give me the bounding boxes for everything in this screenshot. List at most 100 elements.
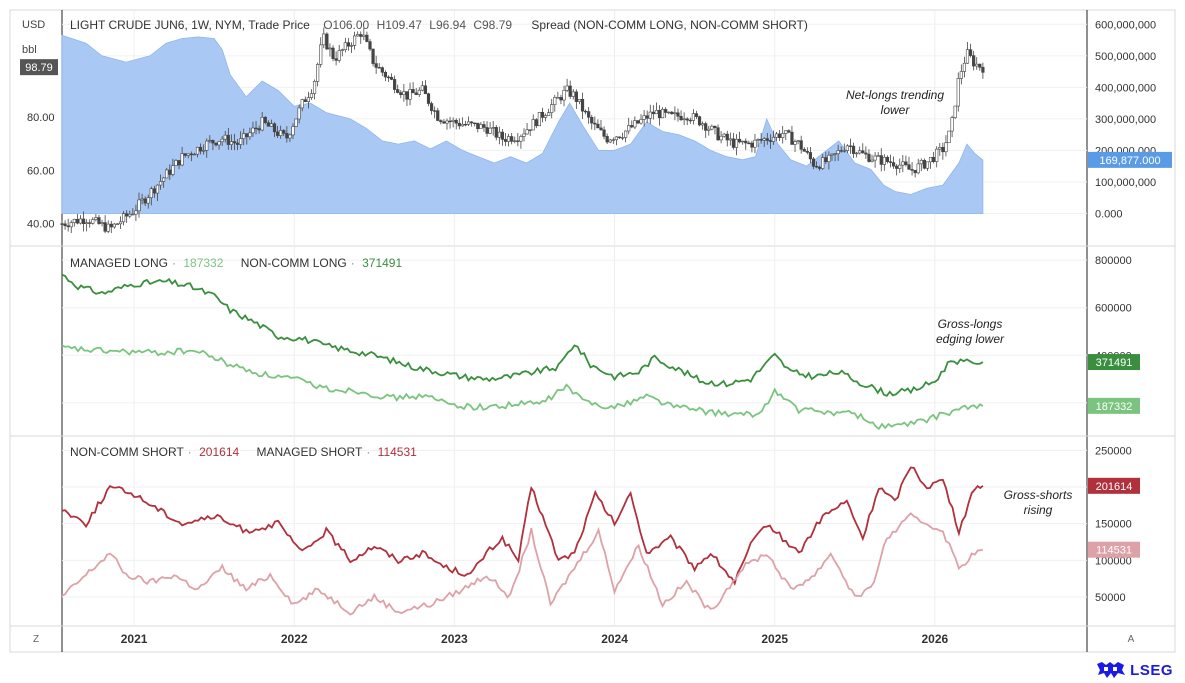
candle-body xyxy=(944,142,948,153)
candle-body xyxy=(393,79,397,90)
candle-body xyxy=(266,122,270,127)
candle-body xyxy=(291,126,295,136)
candle-body xyxy=(540,111,545,118)
pane2-tick-label: 800000 xyxy=(1095,255,1132,267)
candle-body xyxy=(242,133,246,139)
zoom-button[interactable]: Z xyxy=(32,634,40,645)
candle-body xyxy=(935,148,939,162)
candle-body xyxy=(88,222,92,224)
candle-body xyxy=(140,198,144,201)
lseg-logo-text: LSEG xyxy=(1130,661,1173,679)
candle-body xyxy=(448,120,452,123)
candle-body xyxy=(759,139,763,141)
ohlc-close: C98.79 xyxy=(473,18,513,32)
candle-body xyxy=(217,141,221,146)
candle-body xyxy=(891,162,896,167)
candle-body xyxy=(583,110,588,113)
candle-body xyxy=(239,138,243,145)
candle-body xyxy=(368,41,372,50)
candle-body xyxy=(466,121,471,125)
candle-body xyxy=(845,145,849,151)
candle-body xyxy=(565,85,569,91)
candle-body xyxy=(232,141,237,144)
price-last-badge xyxy=(20,59,58,76)
candle-body xyxy=(100,222,104,224)
candle-body xyxy=(556,97,560,99)
legend-noncomm-long-value: 371491 xyxy=(362,256,403,270)
candle-body xyxy=(516,140,520,142)
candle-body xyxy=(867,153,871,162)
annotation-gross-shorts-line2: rising xyxy=(1023,503,1053,517)
candle-body xyxy=(750,142,754,148)
candle-body xyxy=(648,111,652,119)
candle-body xyxy=(189,153,193,156)
candle-body xyxy=(753,139,757,148)
candle-body xyxy=(149,188,153,199)
candle-body xyxy=(263,116,267,123)
candle-body xyxy=(784,130,788,134)
candle-body xyxy=(429,103,434,111)
candle-body xyxy=(479,124,483,130)
price-legend: LIGHT CRUDE JUN6, 1W, NYM, Trade Price O… xyxy=(70,18,812,32)
candle-body xyxy=(608,139,612,143)
spread-tick-label: 300,000,000 xyxy=(1095,114,1156,126)
candle-body xyxy=(497,131,501,138)
candle-body xyxy=(371,48,375,64)
annotation-net-longs: Net-longs trending lower xyxy=(830,88,960,118)
candle-body xyxy=(337,50,341,61)
legend-managed-long-name: MANAGED LONG xyxy=(70,256,169,270)
candle-body xyxy=(78,218,83,224)
candle-body xyxy=(494,127,498,138)
candle-body xyxy=(796,140,800,142)
candle-body xyxy=(220,138,224,142)
candle-body xyxy=(898,164,902,169)
candle-body xyxy=(818,166,822,169)
candle-body xyxy=(177,160,181,166)
candle-body xyxy=(476,122,480,130)
candle-body xyxy=(895,165,899,169)
spread-tick-label: 600,000,000 xyxy=(1095,19,1156,31)
candle-body xyxy=(596,123,600,129)
auto-scale-button[interactable]: A xyxy=(1127,634,1135,645)
candle-body xyxy=(513,140,517,142)
candle-body xyxy=(72,218,76,223)
candle-body xyxy=(134,210,138,215)
ohlc-high: H109.47 xyxy=(376,18,422,32)
candle-body xyxy=(460,123,464,127)
candle-body xyxy=(205,140,209,151)
candle-body xyxy=(208,139,212,142)
candle-body xyxy=(81,218,86,225)
candle-body xyxy=(938,147,942,150)
candle-body xyxy=(642,115,646,120)
candle-body xyxy=(402,91,406,96)
candle-body xyxy=(433,110,437,112)
candle-body xyxy=(577,98,582,102)
candle-body xyxy=(762,138,766,141)
candle-body xyxy=(386,76,391,79)
candle-body xyxy=(667,111,671,114)
candle-body xyxy=(688,119,692,122)
candle-body xyxy=(198,146,203,152)
candle-body xyxy=(121,213,126,223)
candle-body xyxy=(396,89,400,93)
candle-body xyxy=(956,78,960,107)
candle-body xyxy=(870,159,874,162)
candle-body xyxy=(285,133,289,139)
candle-body xyxy=(300,99,304,109)
candle-body xyxy=(506,136,511,142)
candle-body xyxy=(550,104,554,114)
candle-body xyxy=(439,120,443,123)
candle-body xyxy=(707,128,711,131)
candle-body xyxy=(229,141,233,145)
legend-noncomm-short-name: NON-COMM SHORT xyxy=(70,445,184,459)
candle-body xyxy=(91,219,95,224)
candle-body xyxy=(457,122,461,127)
candle-body xyxy=(482,124,486,128)
annotation-net-longs-line2: lower xyxy=(880,103,910,117)
legend-managed-short-name: MANAGED SHORT xyxy=(256,445,363,459)
candle-body xyxy=(171,165,175,175)
candle-body xyxy=(981,67,985,73)
legend-noncomm-short-value: 201614 xyxy=(199,445,240,459)
series-line-managed-long xyxy=(61,344,984,431)
candle-body xyxy=(959,71,963,79)
